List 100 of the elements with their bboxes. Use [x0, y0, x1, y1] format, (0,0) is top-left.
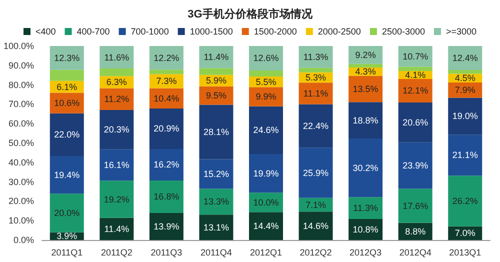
data-label: 16.8%: [154, 192, 180, 202]
y-tick-label: 60.0%: [8, 118, 34, 129]
data-label: 11.3%: [353, 203, 378, 214]
data-label: 19.9%: [253, 168, 279, 178]
x-tick-label: 2012Q3: [350, 248, 382, 258]
data-label: 8.8%: [405, 226, 426, 236]
data-label: 20.6%: [402, 117, 428, 128]
data-label: 7.9%: [454, 85, 476, 96]
bar: [100, 218, 134, 240]
data-label: 10.4%: [154, 93, 180, 104]
y-tick-label: 100.0%: [3, 41, 34, 51]
legend-label: 1000-1500: [190, 26, 233, 36]
y-tick-label: 0.0%: [13, 235, 34, 245]
data-label: 9.2%: [355, 50, 376, 60]
legend-label: >=3000: [446, 26, 477, 36]
x-tick-label: 2012Q1: [250, 248, 282, 258]
y-tick-label: 20.0%: [8, 196, 34, 206]
data-label: 20.9%: [154, 124, 180, 134]
data-label: 4.5%: [454, 73, 476, 84]
bar: [448, 176, 482, 226]
bar: [100, 110, 134, 150]
bar: [100, 46, 134, 69]
data-label: 20.0%: [54, 208, 80, 218]
bar: [100, 180, 134, 218]
data-label: 9.9%: [256, 92, 276, 102]
data-label: 11.2%: [104, 94, 130, 104]
bar: [249, 70, 283, 76]
bar: [249, 106, 283, 154]
data-label: 5.3%: [306, 72, 326, 83]
data-label: 12.4%: [452, 53, 478, 64]
y-tick-label: 40.0%: [8, 157, 34, 168]
legend-label: 400-700: [76, 26, 110, 36]
data-label: 10.7%: [402, 51, 428, 62]
legend-label: <400: [35, 26, 56, 36]
data-label: 30.2%: [352, 162, 378, 173]
bar: [348, 138, 383, 198]
y-tick-label: 30.0%: [8, 176, 34, 187]
data-label: 23.9%: [402, 160, 428, 171]
y-tick-label: 10.0%: [8, 216, 34, 226]
x-tick-label: 2012Q4: [399, 248, 432, 258]
data-label: 11.4%: [104, 224, 130, 234]
data-label: 10.8%: [352, 224, 378, 235]
data-label: 16.1%: [104, 160, 130, 170]
x-tick-label: 2012Q2: [300, 248, 332, 258]
bar: [448, 70, 482, 74]
bar: [149, 149, 184, 180]
x-tick-label: 2013Q1: [449, 248, 482, 258]
bar: [298, 46, 333, 68]
data-label: 22.0%: [54, 130, 80, 140]
bar: [249, 87, 283, 106]
bar: [448, 134, 482, 176]
y-tick-label: 70.0%: [8, 99, 34, 110]
bar: [298, 104, 333, 148]
data-label: 10.6%: [54, 98, 80, 108]
bar: [249, 46, 283, 70]
bar: [50, 46, 84, 70]
bar: [149, 213, 184, 240]
data-label: 7.1%: [306, 200, 326, 210]
bar: [199, 68, 234, 75]
bar: [398, 142, 432, 189]
data-label: 28.1%: [203, 127, 229, 138]
data-label: 5.5%: [256, 76, 276, 87]
bar: [448, 46, 482, 70]
bar: [398, 188, 432, 223]
legend-label: 1500-2000: [254, 26, 297, 36]
data-label: 21.1%: [452, 150, 478, 160]
bar: [398, 102, 432, 142]
bar: [149, 180, 184, 214]
data-label: 26.2%: [452, 196, 478, 206]
data-label: 4.1%: [405, 70, 426, 80]
legend-label: 2000-2500: [318, 26, 361, 36]
data-label: 4.3%: [355, 66, 376, 77]
legend-label: 2500-3000: [382, 26, 425, 36]
data-label: 12.3%: [54, 52, 80, 63]
bar: [199, 214, 234, 240]
bar: [50, 113, 84, 156]
bar: [348, 46, 383, 64]
legend-label: 700-1000: [130, 26, 169, 36]
y-tick-label: 90.0%: [8, 60, 34, 70]
bar: [50, 194, 84, 232]
data-label: 5.9%: [206, 76, 226, 86]
data-label: 12.2%: [154, 52, 180, 63]
data-label: 17.6%: [402, 200, 428, 211]
data-label: 13.1%: [203, 222, 229, 232]
data-label: 22.4%: [303, 120, 329, 131]
data-label: 19.4%: [54, 170, 80, 180]
bar: [149, 74, 184, 88]
data-label: 15.2%: [203, 169, 229, 180]
data-label: 19.2%: [104, 194, 130, 204]
data-label: 14.6%: [303, 220, 329, 231]
data-label: 11.6%: [104, 52, 130, 62]
bar: [50, 156, 84, 194]
bar: [249, 154, 283, 193]
data-label: 24.6%: [253, 125, 279, 136]
bar: [348, 64, 383, 68]
data-label: 25.9%: [303, 168, 329, 178]
y-tick-label: 80.0%: [8, 80, 34, 90]
bar: [348, 76, 383, 102]
bar: [298, 212, 333, 240]
bar: [100, 149, 134, 181]
